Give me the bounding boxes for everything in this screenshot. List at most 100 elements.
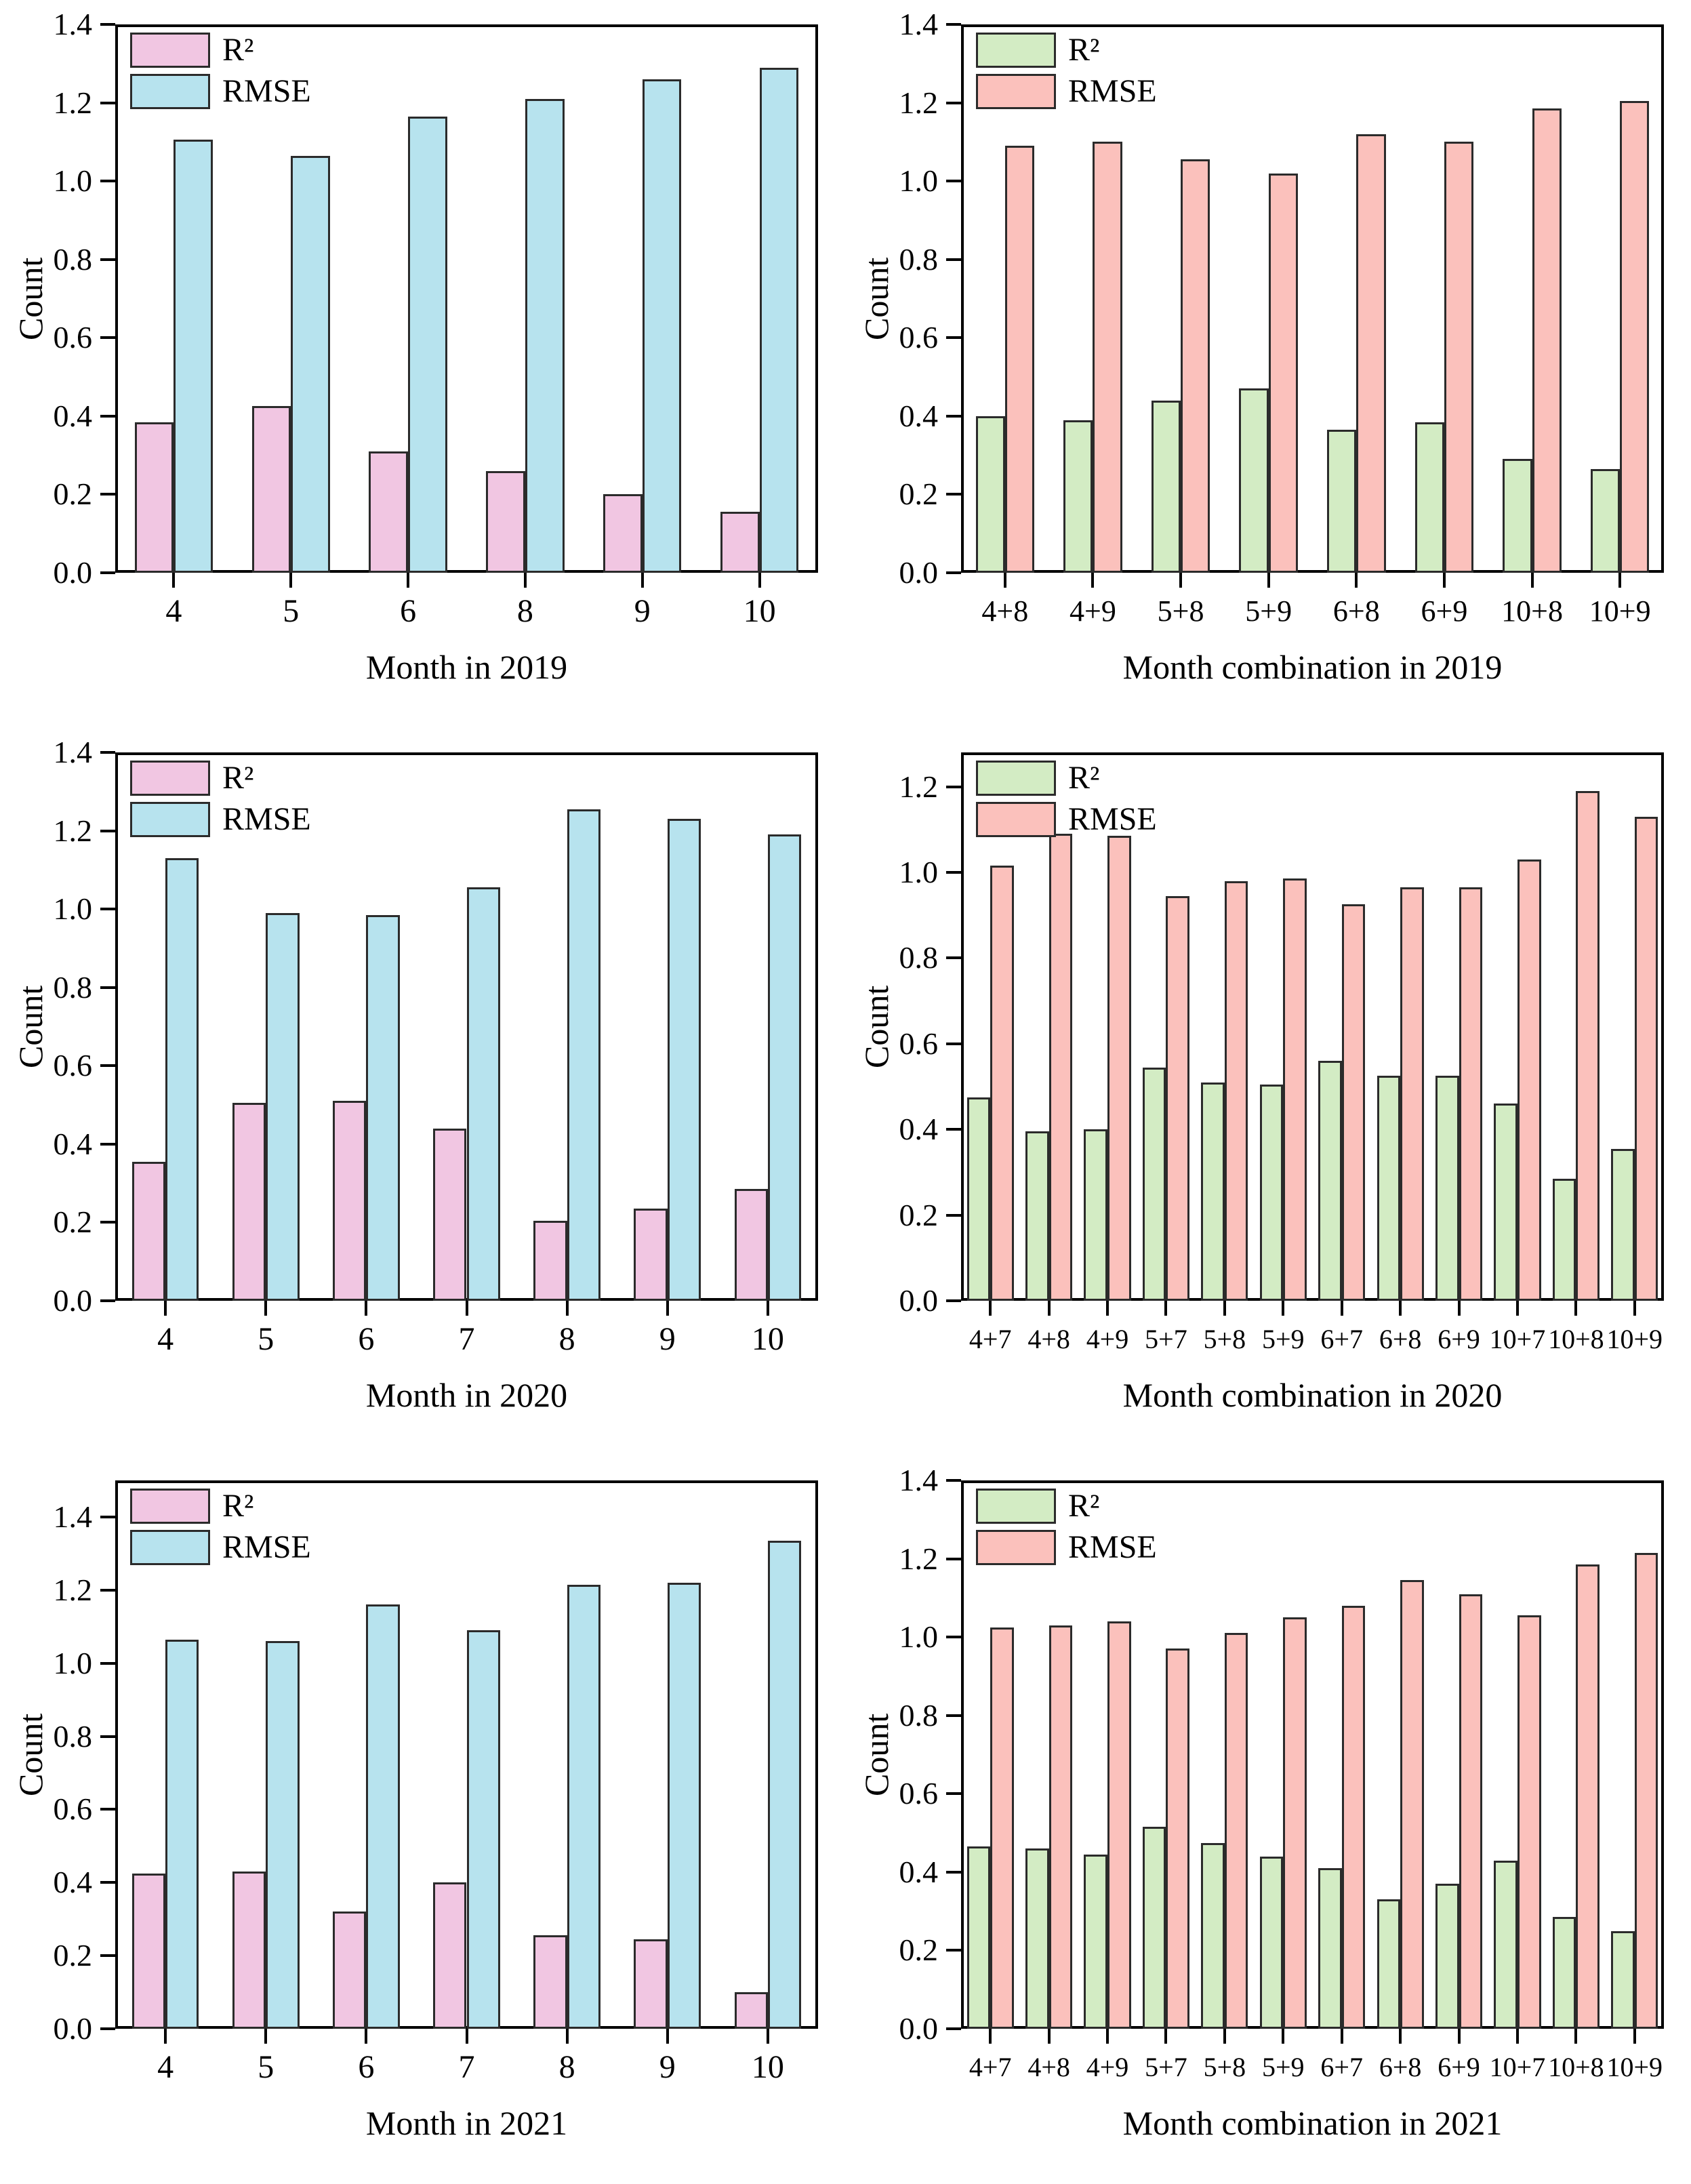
bar-r2-10 [720, 512, 760, 573]
x-tick-mark [1164, 2029, 1168, 2044]
y-tick-mark [946, 1213, 961, 1217]
bar-r2-5 [251, 406, 291, 573]
y-tick-mark [100, 493, 115, 496]
y-tick-label: 1.4 [899, 1463, 939, 1497]
legend-item: R² [976, 33, 1157, 68]
x-tick-label: 4+8 [1027, 2052, 1070, 2082]
legend: R² RMSE [976, 761, 1157, 843]
legend-item: RMSE [130, 1530, 311, 1565]
x-tick-label: 6+8 [1332, 594, 1380, 628]
bar-rmse-5 [266, 912, 300, 1301]
y-axis-title: Count [12, 257, 49, 340]
y-tick-label: 1.0 [899, 1619, 939, 1655]
y-tick-mark [946, 493, 961, 496]
bar-r2-9 [634, 1209, 668, 1301]
x-tick-label: 6+8 [1379, 2052, 1422, 2082]
bar-rmse-5+8 [1224, 881, 1248, 1301]
bar-r2-6+7 [1318, 1061, 1342, 1301]
bar-r2-10 [734, 1189, 768, 1301]
x-axis-title: Month in 2020 [365, 1376, 568, 1414]
bar-r2-8 [533, 1935, 567, 2029]
bar-rmse-4+9 [1107, 1621, 1131, 2029]
legend-item: RMSE [130, 802, 311, 837]
legend-swatch-rmse [976, 802, 1056, 837]
legend-label: RMSE [222, 73, 311, 109]
legend-label: RMSE [1068, 801, 1157, 837]
bar-r2-6 [369, 451, 409, 573]
bar-r2-6+9 [1414, 422, 1444, 573]
bar-rmse-7 [466, 1630, 500, 2029]
y-tick-label: 0.0 [899, 1283, 939, 1318]
bar-r2-5+8 [1151, 400, 1181, 573]
bar-r2-5+8 [1201, 1082, 1225, 1301]
legend-swatch-r2 [976, 1489, 1056, 1524]
y-axis-title: Count [12, 985, 49, 1068]
y-tick-label: 0.6 [53, 1792, 93, 1827]
legend-swatch-rmse [130, 74, 210, 109]
x-tick-mark [1399, 1301, 1402, 1316]
y-tick-label: 0.6 [53, 1048, 93, 1083]
x-axis-title: Month combination in 2020 [1122, 1376, 1503, 1414]
y-tick-mark [100, 1661, 115, 1665]
y-tick-mark [100, 1515, 115, 1518]
bar-rmse-5+9 [1283, 878, 1307, 1301]
x-tick-mark [1223, 2029, 1226, 2044]
x-tick-mark [172, 573, 176, 588]
y-tick-mark [946, 1870, 961, 1874]
x-axis-title: Month in 2021 [365, 2104, 568, 2142]
y-tick-label: 1.0 [53, 1645, 93, 1680]
bar-rmse-4 [165, 858, 199, 1301]
x-tick-mark [1179, 573, 1183, 588]
x-tick-mark [1047, 1301, 1051, 1316]
x-tick-label: 5+9 [1245, 594, 1292, 628]
x-tick-mark [264, 2029, 268, 2044]
x-tick-mark [766, 2029, 769, 2044]
x-tick-label: 8 [558, 1321, 575, 1357]
bar-rmse-6+9 [1444, 142, 1474, 573]
bar-r2-6+9 [1435, 1884, 1459, 2029]
bar-r2-6+8 [1377, 1899, 1401, 2029]
bar-rmse-10 [767, 834, 802, 1301]
legend-swatch-r2 [130, 761, 210, 796]
bar-rmse-5+7 [1166, 1649, 1190, 2029]
bar-r2-10+9 [1611, 1148, 1635, 1301]
bar-rmse-10+7 [1517, 1615, 1541, 2029]
x-tick-mark [407, 573, 410, 588]
y-tick-label: 0.4 [899, 398, 939, 433]
x-tick-mark [666, 2029, 669, 2044]
y-tick-label: 1.4 [53, 735, 93, 769]
bar-r2-5 [232, 1103, 266, 1301]
y-tick-label: 0.6 [899, 320, 939, 355]
bar-r2-5+9 [1239, 388, 1269, 573]
y-tick-label: 0.0 [53, 555, 93, 590]
x-tick-label: 6+8 [1379, 1324, 1422, 1354]
x-tick-label: 6+9 [1438, 1324, 1480, 1354]
legend-swatch-rmse [130, 1530, 210, 1565]
legend-item: R² [130, 761, 311, 796]
y-tick-mark [946, 571, 961, 574]
x-tick-label: 9 [659, 1321, 676, 1357]
bar-r2-4+7 [966, 1846, 991, 2029]
x-tick-mark [1530, 573, 1534, 588]
bar-rmse-10 [759, 67, 799, 573]
x-tick-label: 5 [258, 1321, 274, 1357]
legend-label: R² [222, 32, 254, 68]
x-tick-label: 10+8 [1548, 1324, 1604, 1354]
bar-rmse-6 [366, 914, 400, 1301]
legend-swatch-rmse [976, 74, 1056, 109]
legend-label: R² [222, 760, 254, 796]
x-tick-label: 5 [258, 2049, 274, 2085]
legend-label: R² [1068, 1488, 1100, 1524]
y-tick-mark [100, 986, 115, 989]
x-axis-title: Month in 2019 [365, 648, 568, 686]
y-tick-mark [946, 1128, 961, 1131]
x-tick-label: 4+9 [1069, 594, 1116, 628]
bar-rmse-5+8 [1224, 1633, 1248, 2029]
x-tick-label: 5+8 [1203, 2052, 1246, 2082]
x-tick-mark [523, 573, 527, 588]
bar-r2-5+8 [1201, 1842, 1225, 2029]
bar-r2-4 [134, 422, 174, 573]
x-tick-mark [1633, 2029, 1636, 2044]
bar-r2-4+9 [1084, 1854, 1108, 2029]
